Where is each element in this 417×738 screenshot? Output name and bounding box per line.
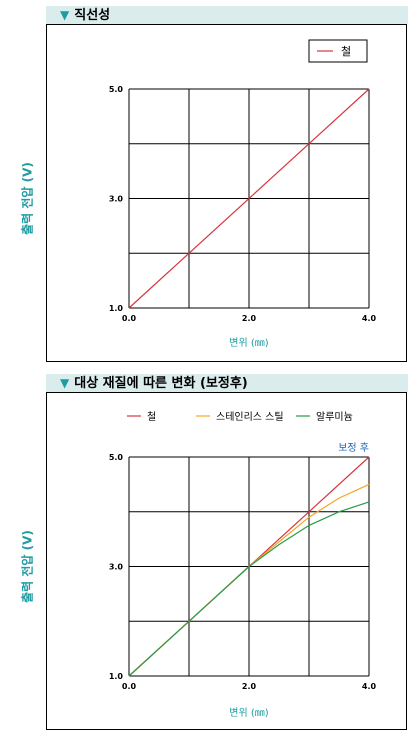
section-title: 직선성: [74, 8, 111, 23]
y-tick-label: 3.0: [109, 195, 124, 204]
legend-box: [308, 39, 368, 63]
y-tick-label: 1.0: [109, 304, 124, 313]
x-axis-label: 변위 (㎜): [229, 336, 268, 349]
triangle-icon: ▼: [60, 376, 70, 390]
y-axis-label: 출력 전압 (V): [20, 530, 35, 603]
section-header-material: ▼ 대상 재질에 따른 변화 (보정후): [46, 374, 408, 392]
y-tick-label: 5.0: [109, 85, 124, 94]
triangle-icon: ▼: [60, 8, 70, 22]
chart-frame-material: [46, 392, 407, 730]
section-title: 대상 재질에 따른 변화 (보정후): [74, 376, 248, 391]
legend-label: 철: [341, 45, 351, 58]
chart-frame-linearity: [46, 24, 407, 362]
x-tick-label: 4.0: [362, 314, 377, 323]
x-tick-label: 2.0: [242, 314, 257, 323]
series-line: [128, 88, 370, 309]
x-tick-label: 0.0: [122, 314, 137, 323]
section-header-linearity: ▼ 직선성: [46, 6, 408, 24]
